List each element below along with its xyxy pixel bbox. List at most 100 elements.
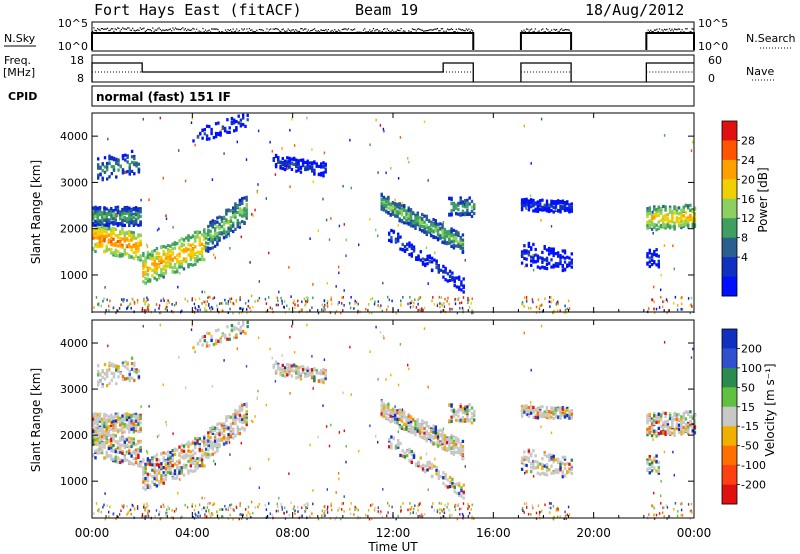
velocity-cell: [132, 462, 135, 466]
power-cell: [208, 238, 210, 241]
velocity-cell: [218, 421, 221, 426]
power-cell: [459, 212, 462, 216]
power-cell: [130, 238, 133, 242]
power-cell: [322, 161, 325, 165]
power-cell: [295, 162, 298, 166]
power-cell: [441, 230, 444, 234]
velocity-cell: [107, 454, 111, 458]
power-cell: [182, 267, 186, 271]
velocity-cell: [146, 462, 150, 466]
power-cell: [290, 162, 294, 166]
power-cell: [279, 166, 282, 170]
noise-dot: [319, 31, 321, 33]
velocity-cell: [148, 459, 152, 463]
power-cell: [98, 238, 102, 242]
power-cell: [121, 157, 125, 161]
power-cell: [646, 224, 649, 228]
noise-dot: [666, 28, 668, 30]
power-cell: [462, 284, 465, 288]
power-cell: [367, 303, 370, 306]
power-cell: [653, 250, 656, 254]
power-cell: [164, 253, 168, 258]
power-cell: [128, 231, 131, 235]
power-cell: [655, 228, 658, 232]
power-cell: [198, 242, 201, 246]
nave-label: Nave: [746, 65, 774, 78]
power-cell: [191, 242, 195, 246]
power-cell: [552, 201, 555, 205]
power-cell: [387, 202, 390, 206]
noise-dot: [420, 29, 422, 31]
power-cell: [444, 297, 446, 301]
velocity-cell: [445, 440, 449, 445]
power-cell: [147, 306, 149, 309]
power-cell: [534, 247, 537, 252]
power-cell: [209, 239, 212, 243]
velocity-cell: [288, 365, 291, 369]
noise-dot: [390, 31, 392, 33]
noise-dot: [379, 30, 381, 32]
velocity-cell: [103, 372, 107, 376]
velocity-cell: [235, 334, 238, 338]
velocity-cell: [418, 431, 422, 435]
power-cell: [238, 221, 242, 225]
velocity-cell: [216, 422, 219, 427]
power-cell: [249, 306, 251, 310]
power-cell: [112, 168, 116, 172]
velocity-cell: [128, 426, 131, 431]
velocity-cell: [121, 363, 125, 367]
noise-dot: [157, 28, 159, 30]
velocity-cell: [559, 411, 562, 415]
noise-dot: [134, 30, 136, 32]
power-cell: [290, 295, 292, 298]
power-cell: [119, 244, 122, 248]
power-cell: [443, 309, 445, 312]
velocity-cell: [144, 462, 147, 466]
noise-dot: [281, 29, 283, 31]
power-cell: [455, 239, 458, 243]
power-cell: [317, 311, 320, 315]
noise-dot: [278, 30, 281, 32]
power-cell: [650, 221, 654, 225]
velocity-cell: [189, 458, 192, 462]
power-cell: [238, 207, 242, 211]
power-cell: [213, 220, 217, 224]
velocity-cell: [123, 415, 126, 419]
power-cell: [457, 240, 460, 244]
power-cell: [527, 253, 531, 257]
power-cell: [107, 218, 111, 222]
velocity-cell: [114, 459, 117, 463]
power-cell: [94, 232, 97, 236]
power-cell: [167, 244, 170, 248]
velocity-cell: [407, 428, 410, 432]
power-cell: [229, 300, 232, 304]
power-cell: [380, 205, 383, 209]
velocity-cell: [559, 406, 562, 410]
noise-dot: [326, 30, 328, 32]
power-cell: [115, 161, 118, 165]
velocity-cell: [437, 470, 440, 474]
power-cell: [211, 305, 213, 309]
velocity-cell: [119, 419, 122, 423]
power-cell: [144, 311, 146, 314]
power-cell: [358, 243, 360, 247]
velocity-cell: [455, 410, 458, 414]
velocity-cell: [204, 442, 208, 446]
velocity-cell: [99, 379, 102, 383]
velocity-cell: [160, 480, 163, 484]
power-cell: [446, 272, 450, 276]
velocity-cell: [137, 369, 141, 373]
power-cell: [151, 256, 154, 260]
velocity-cell: [130, 452, 133, 456]
power-cell: [451, 278, 454, 282]
velocity-cell: [229, 415, 233, 419]
power-cell: [412, 224, 415, 228]
power-cell: [220, 224, 224, 228]
power-cell: [297, 304, 299, 307]
power-cell: [148, 252, 152, 256]
velocity-cell: [133, 361, 136, 365]
power-cell: [357, 302, 359, 306]
power-cell: [104, 286, 106, 289]
power-cell: [442, 264, 445, 268]
velocity-cell: [101, 420, 104, 424]
